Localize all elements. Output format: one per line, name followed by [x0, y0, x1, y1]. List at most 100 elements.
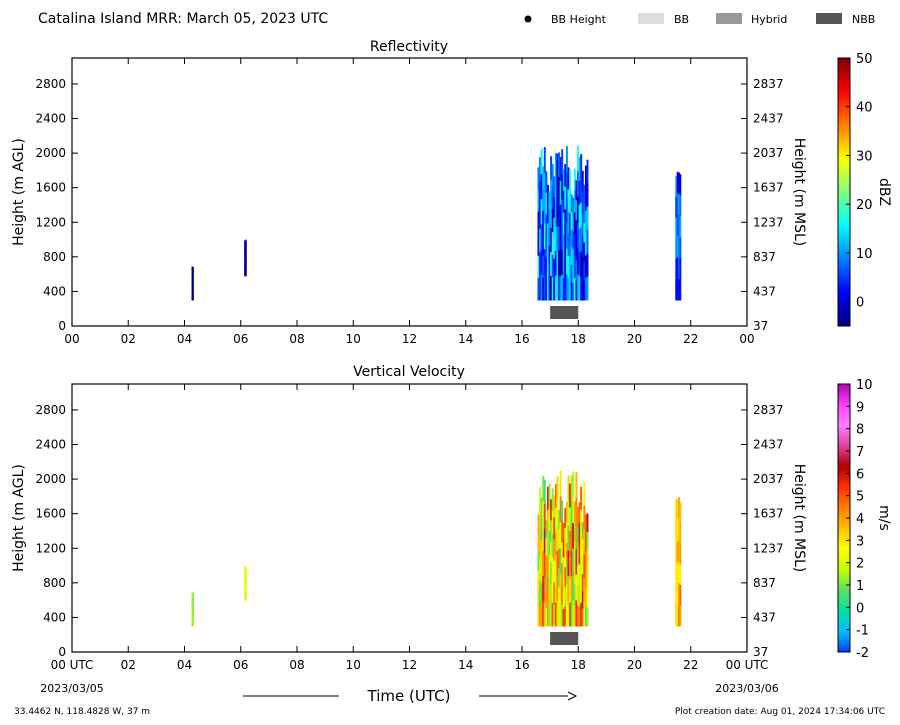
- header-legend: BB Height BB Hybrid NBB: [524, 13, 875, 26]
- echo-cell: [561, 274, 564, 301]
- echo-cell: [556, 226, 559, 252]
- echo-cell: [550, 562, 553, 585]
- x-tick-label: 18: [571, 658, 586, 672]
- echo-cell: [569, 278, 572, 301]
- echo-cell: [559, 522, 562, 549]
- echo-cell: [584, 277, 587, 301]
- echo-cell: [569, 169, 572, 192]
- echo-cell: [578, 276, 581, 301]
- echo-cell: [540, 199, 543, 225]
- echo-cell: [559, 252, 562, 277]
- echo-cell: [550, 541, 553, 564]
- legend-label-bb: BB: [674, 13, 689, 26]
- echo-cell: [192, 267, 194, 273]
- echo-cell: [577, 526, 579, 547]
- echo-cell: [586, 513, 589, 533]
- colorbar-tick-label: 40: [856, 101, 873, 116]
- echo-cell: [191, 620, 193, 627]
- echo-cell: [580, 579, 583, 604]
- echo-cell: [543, 528, 546, 554]
- echo-cell: [545, 573, 548, 592]
- echo-cell: [537, 211, 540, 235]
- echo-cell: [679, 174, 682, 196]
- y-tick-label: 2000: [35, 146, 66, 160]
- echo-cell: [567, 500, 570, 526]
- echo-cell: [581, 574, 584, 592]
- echo-cell: [540, 174, 543, 200]
- echo-cell: [556, 275, 559, 301]
- echo-cell: [565, 171, 568, 198]
- echo-cell: [191, 283, 193, 290]
- echo-cell: [564, 586, 567, 607]
- echo-cell: [543, 172, 546, 199]
- echo-cell: [559, 204, 562, 229]
- echo-cell: [679, 216, 682, 238]
- echo-cell: [567, 167, 570, 190]
- echo-cell: [565, 522, 568, 544]
- echo-cell: [244, 240, 246, 247]
- echo-cell: [676, 171, 679, 194]
- echo-cell: [581, 539, 584, 558]
- echo-cell: [537, 607, 540, 627]
- echo-cell: [545, 257, 548, 280]
- echo-cell: [581, 192, 584, 215]
- echo-cell: [572, 265, 575, 284]
- legend-label-hybrid: Hybrid: [751, 13, 787, 26]
- echo-cell: [542, 166, 545, 190]
- echo-cell: [561, 249, 564, 276]
- x-tick-label: 04: [177, 658, 192, 672]
- echo-cell: [553, 539, 556, 562]
- echo-cell: [558, 152, 561, 178]
- echo-cell: [554, 226, 557, 252]
- echo-cell: [675, 519, 678, 542]
- echo-cell: [558, 548, 561, 569]
- echo-cell: [679, 523, 682, 545]
- echo-cell: [676, 235, 679, 258]
- echo-cell: [551, 511, 554, 535]
- hybrid-legend-swatch: [716, 13, 742, 24]
- echo-cell: [561, 605, 564, 627]
- echo-cell: [562, 608, 565, 627]
- y-tick-label-right: 37: [753, 319, 768, 333]
- echo-cell: [676, 193, 679, 215]
- echo-cell: [550, 228, 553, 253]
- reflectivity-colorbar: [837, 57, 851, 327]
- echo-cell: [192, 283, 194, 290]
- echo-cell: [553, 517, 556, 540]
- echo-cell: [572, 574, 575, 601]
- x-tick-label: 14: [458, 658, 473, 672]
- echo-cell: [553, 197, 556, 219]
- panel-title: Vertical Velocity: [353, 364, 465, 380]
- echo-cell: [539, 602, 542, 627]
- echo-cell: [192, 609, 194, 616]
- x-tick-label: 00 UTC: [51, 658, 94, 672]
- echo-cell: [564, 277, 567, 301]
- echo-cell: [192, 272, 194, 279]
- echo-cell: [244, 566, 246, 573]
- echo-cell: [679, 258, 682, 280]
- echo-cell: [554, 251, 557, 276]
- echo-cell: [543, 577, 546, 603]
- echo-cell: [569, 256, 572, 279]
- echo-cell: [537, 189, 540, 212]
- echo-cell: [675, 498, 678, 521]
- echo-cell: [192, 620, 194, 627]
- echo-cell: [545, 171, 548, 194]
- y-tick-label-right: 37: [753, 645, 768, 659]
- end-date-label: 2023/03/06: [715, 682, 778, 695]
- echo-cell: [548, 245, 551, 265]
- echo-cell: [569, 554, 572, 579]
- echo-cell: [548, 602, 551, 627]
- echo-cell: [546, 261, 549, 282]
- echo-cell: [244, 577, 246, 584]
- colorbar-tick-label: 8: [856, 423, 864, 438]
- echo-cell: [561, 563, 564, 585]
- echo-cell: [539, 579, 542, 604]
- echo-cell: [537, 255, 540, 279]
- y-tick-label-right: 437: [753, 610, 776, 624]
- echo-cell: [562, 234, 565, 257]
- echo-cell: [676, 583, 679, 606]
